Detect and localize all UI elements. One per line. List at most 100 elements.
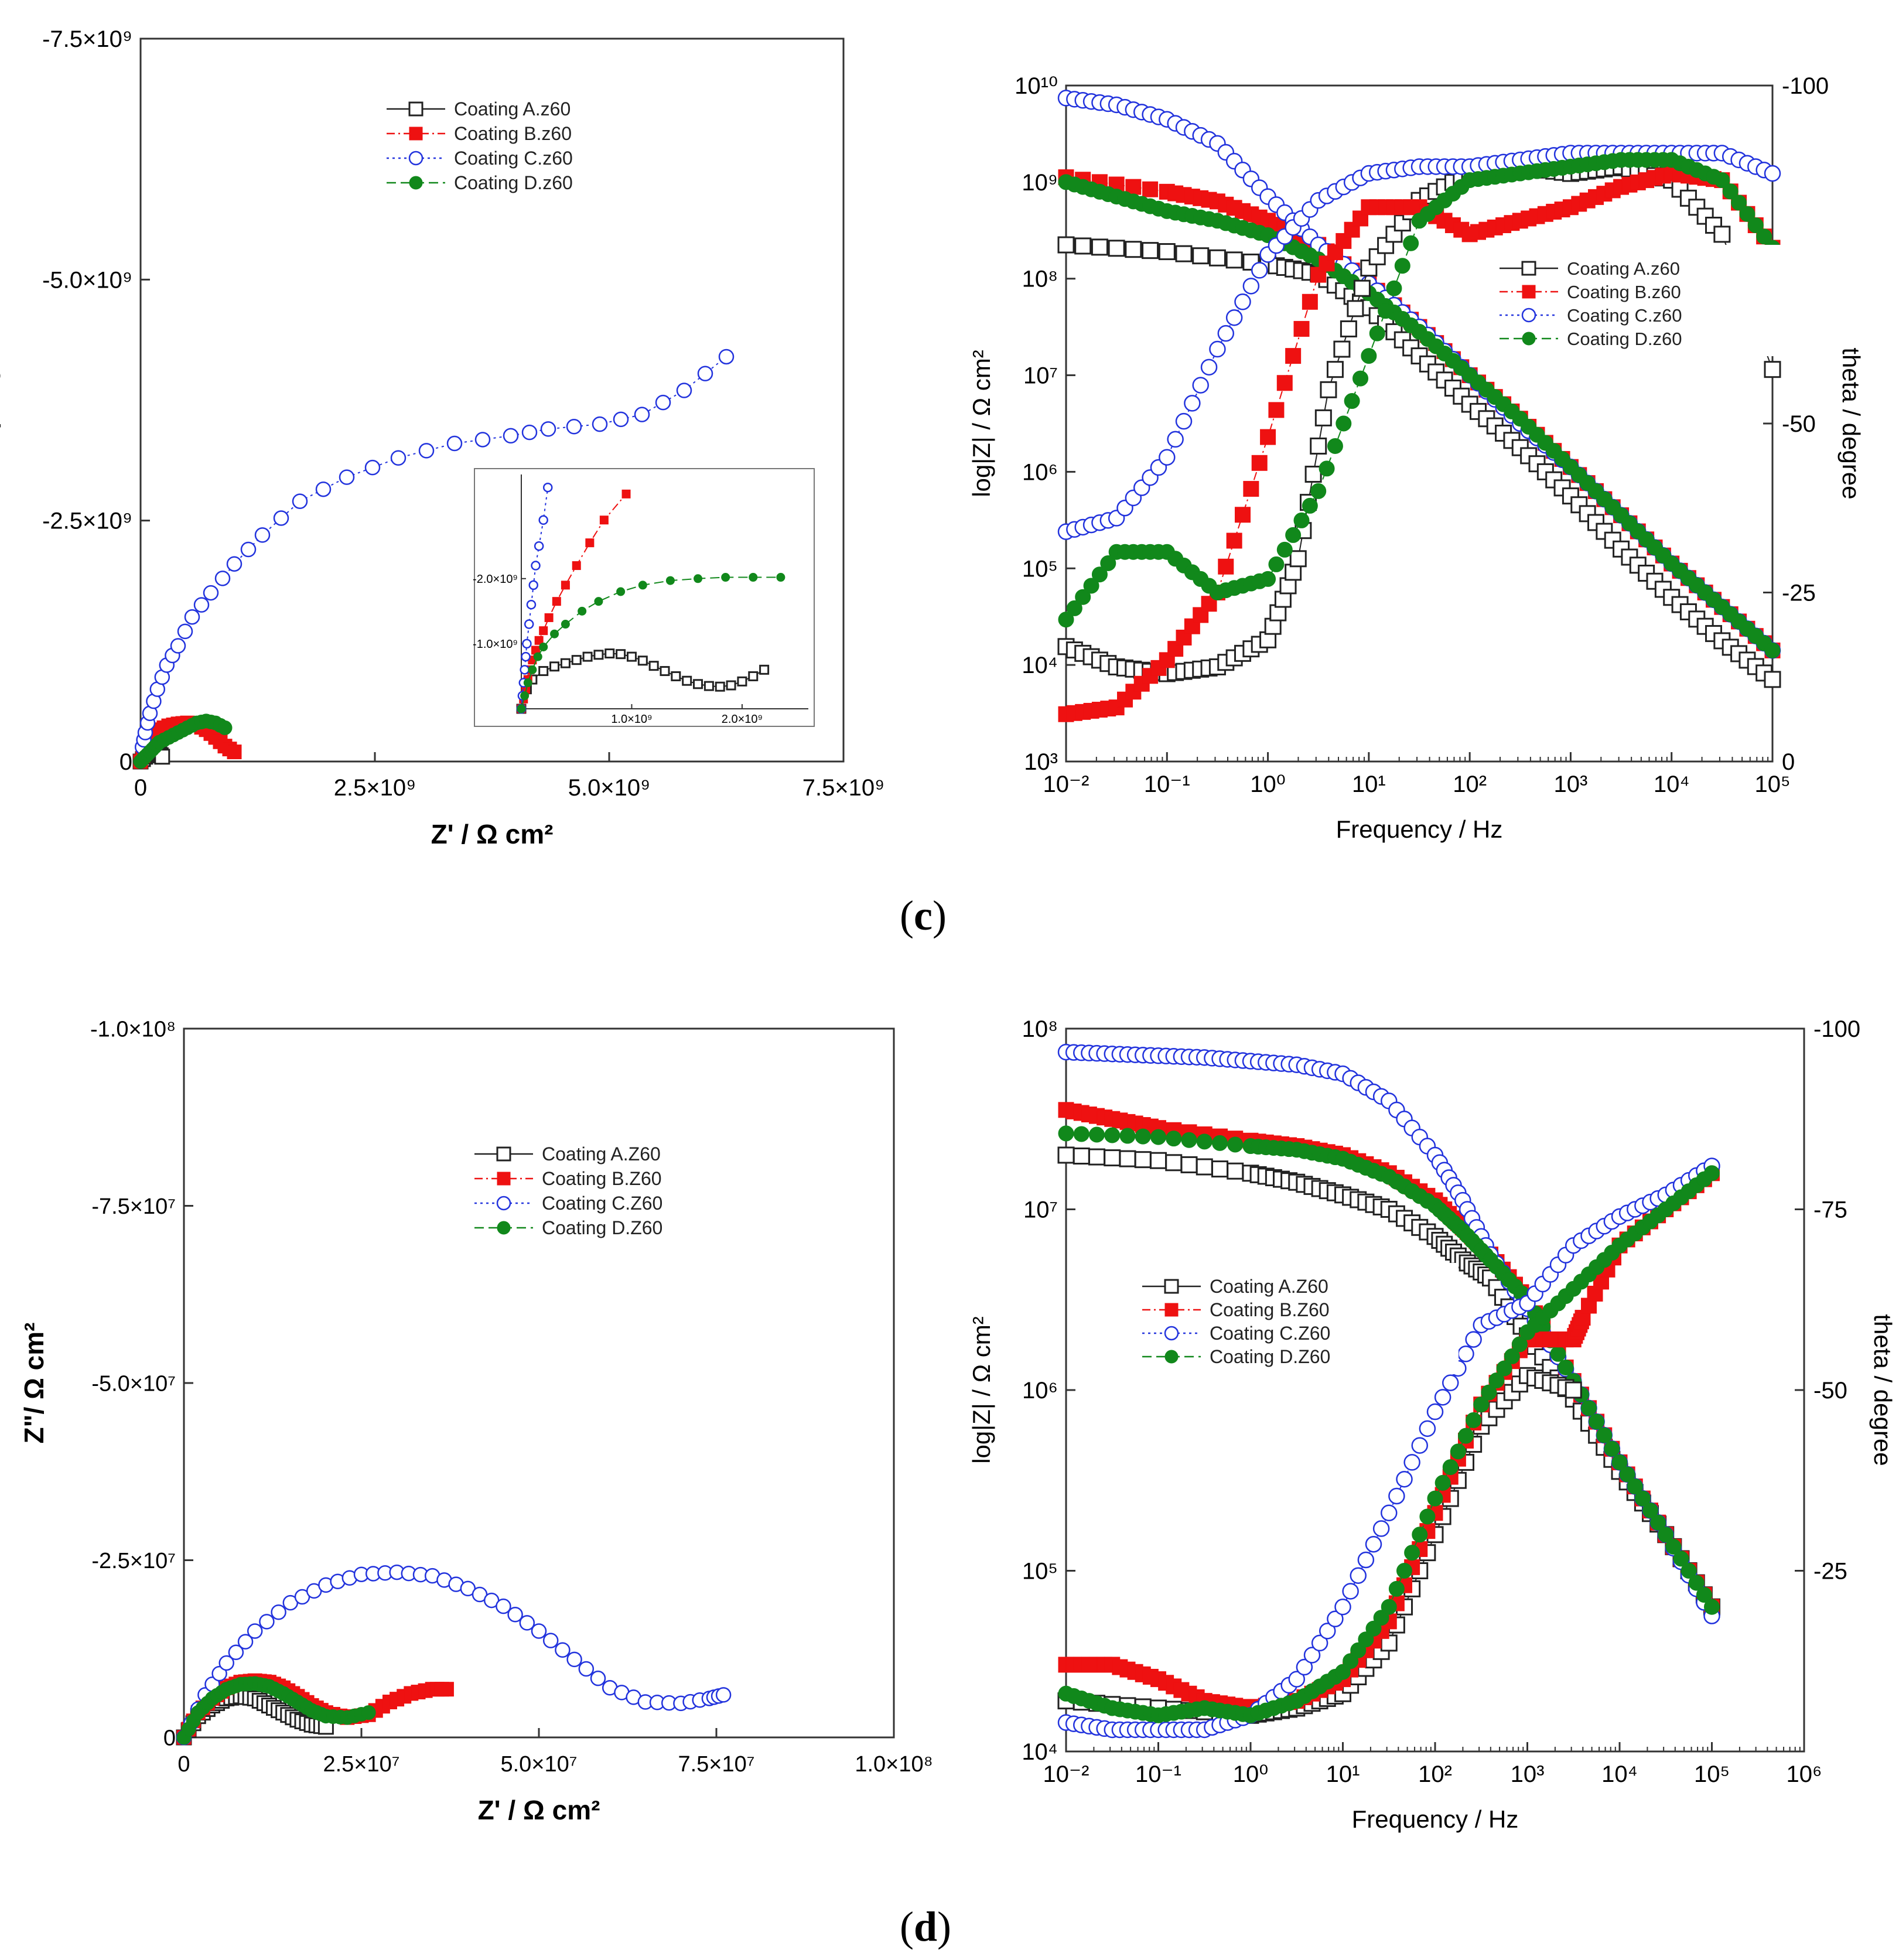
d_bode-logZ-D-point [1181, 1132, 1197, 1148]
c_bode-legend-marker [1521, 261, 1536, 276]
c_nyquist-inset-series-D-point [721, 573, 730, 582]
d_bode-theta-A-point [1565, 1381, 1582, 1399]
c_nyquist-legend-marker [409, 176, 423, 190]
c_nyquist-series-C-point [634, 407, 650, 422]
d_bode-theta-C-point [1465, 1331, 1482, 1348]
c_bode-logZ-D-point [1764, 642, 1781, 658]
d_bode-legend-label: Coating D.Z60 [1210, 1346, 1330, 1367]
c_nyquist-legend-marker [409, 127, 423, 141]
c_nyquist-inset-series-D-point [539, 642, 548, 651]
d_bode-theta-D-point [1396, 1563, 1412, 1579]
d_nyquist-series-C-point [259, 1614, 275, 1630]
d_bode-legend-label: Coating C.Z60 [1210, 1323, 1330, 1344]
c_bode-theta-D-point [1075, 589, 1091, 605]
c_nyquist-inset-series-D-point [528, 665, 537, 674]
d_nyquist-series-C-point [218, 1655, 234, 1671]
c_nyquist-frame [139, 37, 845, 763]
d_bode-logZ-D-point [1627, 1478, 1643, 1495]
c_bode-theta-B-point [1226, 532, 1242, 549]
c_bode-legend-label: Coating C.z60 [1567, 305, 1682, 326]
d_bode-xtick-label: 10⁻² [1043, 1761, 1089, 1787]
d_bode-theta-D-point [1442, 1459, 1459, 1476]
c_nyquist-inset-series-D-point [694, 574, 703, 583]
d_bode-logZ-D-point [1550, 1346, 1566, 1362]
d_bode-theta-C-point [1442, 1374, 1459, 1391]
d_nyquist-ylabel: Z"/ Ω cm² [19, 1323, 49, 1444]
d_nyquist-legend-label: Coating A.Z60 [542, 1143, 661, 1165]
d_bode-logZ-D-point [1119, 1128, 1136, 1144]
c_nyquist-inset-series-C-point [522, 638, 532, 649]
d_bode-xtick-label: 10⁻¹ [1135, 1761, 1181, 1787]
d_bode-theta-D-point [1427, 1490, 1443, 1507]
c_nyquist-ylabel: Z" / Ω cm² [0, 336, 6, 465]
c_nyquist-xlabel: Z' / Ω cm² [431, 819, 554, 849]
c_bode-logZ-A-point [1764, 671, 1781, 688]
c_nyquist-legend-marker [408, 151, 423, 166]
c_nyquist-inset-series-D-point [638, 581, 647, 590]
c_nyquist-inset-series-D-point [594, 597, 603, 606]
c_nyquist-series-C-point [177, 623, 193, 640]
c_bode-legend-label: Coating A.z60 [1567, 258, 1680, 279]
c_bode-theta-D-point [1369, 325, 1385, 342]
d_bode: 10⁻² 10⁻¹ 10⁰ 10¹ 10² 10³ 10⁴ 10⁵ 10⁶ 10⁴ 10⁵ 10⁶ 10… [968, 1016, 1897, 1833]
d_bode-theta-C-point [1419, 1420, 1436, 1437]
d_nyquist-ytick-label: -2.5×10⁷ [91, 1549, 176, 1573]
c_nyquist-inset-series-B-point [585, 538, 595, 548]
c_nyquist-inset-series-D-point [550, 629, 559, 638]
c_bode-theta-C-point [1184, 395, 1201, 412]
c_nyquist-legend-label: Coating D.z60 [454, 172, 573, 193]
c_nyquist-inset-ytick-label: -2.0×10⁹ [473, 573, 518, 586]
d_bode-ytick-label: 10⁷ [1023, 1197, 1058, 1223]
d_bode-theta-D-point [1412, 1527, 1428, 1543]
c_bode-theta-D-point [1310, 483, 1327, 499]
c_bode-theta-B-point [1251, 455, 1268, 471]
c_bode-xtick-label: 10⁵ [1754, 771, 1790, 797]
c_bode-theta-A-point [1353, 279, 1371, 297]
d_bode-theta-D-point [1511, 1336, 1528, 1353]
d_nyquist-series-C-point [566, 1651, 582, 1668]
c_nyquist-inset-series-D-point [749, 573, 758, 582]
d_nyquist-ytick-label: -1.0×10⁸ [90, 1017, 176, 1042]
d_bode-theta-C-point [1342, 1583, 1359, 1600]
d_bode-legend-bg [1130, 1263, 1459, 1374]
c_bode-xtick-label: 10⁴ [1654, 771, 1690, 797]
c_nyquist-inset-series-A-point [759, 664, 770, 675]
d_bode-logZ-A-point [1165, 1154, 1183, 1172]
d_bode-theta-D-point [1496, 1360, 1512, 1377]
c_bode-theta-D-point [1091, 566, 1108, 583]
d_bode-y2label: theta / degree [1869, 1314, 1897, 1466]
d_bode-theta-D-point [1481, 1384, 1497, 1401]
c_nyquist-series-C-point [273, 510, 289, 526]
c_nyquist-inset-series-B-point [539, 626, 548, 636]
c_nyquist-ytick-label: -5.0×10⁹ [42, 267, 132, 293]
d_bode-logZ-A-point [1180, 1156, 1198, 1173]
d_bode-theta-D-point [1504, 1348, 1520, 1364]
d_bode-logZ-D-point [1619, 1466, 1635, 1483]
c_bode-theta-D-point [1276, 541, 1293, 558]
c_nyquist-series-C-point [418, 443, 435, 459]
d_bode-theta-D-point [1466, 1412, 1482, 1428]
c_nyquist-inset-series-A-point [648, 661, 659, 671]
c_bode-theta-D-point [1403, 235, 1419, 251]
c_nyquist-inset-series-C-point [520, 665, 530, 675]
d_nyquist-series-D-point [361, 1705, 376, 1720]
c_bode-theta-D-point [1386, 280, 1402, 296]
d_nyquist-legend-marker [496, 1146, 511, 1162]
d_bode-logZ-A-point [1119, 1150, 1136, 1167]
c_nyquist-inset-series-A-point [549, 661, 560, 672]
c_nyquist-inset-series-A-point [604, 648, 615, 659]
c_nyquist-inset-series-A-point [737, 676, 747, 687]
c_nyquist-xtick-label: 7.5×10⁹ [802, 775, 885, 801]
c_bode-theta-A-point [1326, 361, 1344, 378]
d_bode-theta-C-point [1311, 1634, 1328, 1652]
c_bode-xtick-label: 10⁻² [1043, 771, 1089, 797]
c_nyquist-inset-series-A-point [637, 655, 648, 666]
c_bode-theta-C-point [1217, 325, 1235, 342]
c_nyquist-inset: 1.0×10⁹ 2.0×10⁹ -1.0×10⁹ -2.0×10⁹ [473, 468, 815, 727]
d_nyquist-ytick-label: -5.0×10⁷ [91, 1371, 176, 1396]
c_nyquist-inset-series-A-point [748, 671, 759, 681]
d_bode-logZ-D-point [1596, 1427, 1613, 1443]
d_bode-xlabel: Frequency / Hz [1352, 1805, 1519, 1833]
d_nyquist-series-C-point [555, 1642, 571, 1658]
d_nyquist-legend-marker [497, 1172, 511, 1186]
